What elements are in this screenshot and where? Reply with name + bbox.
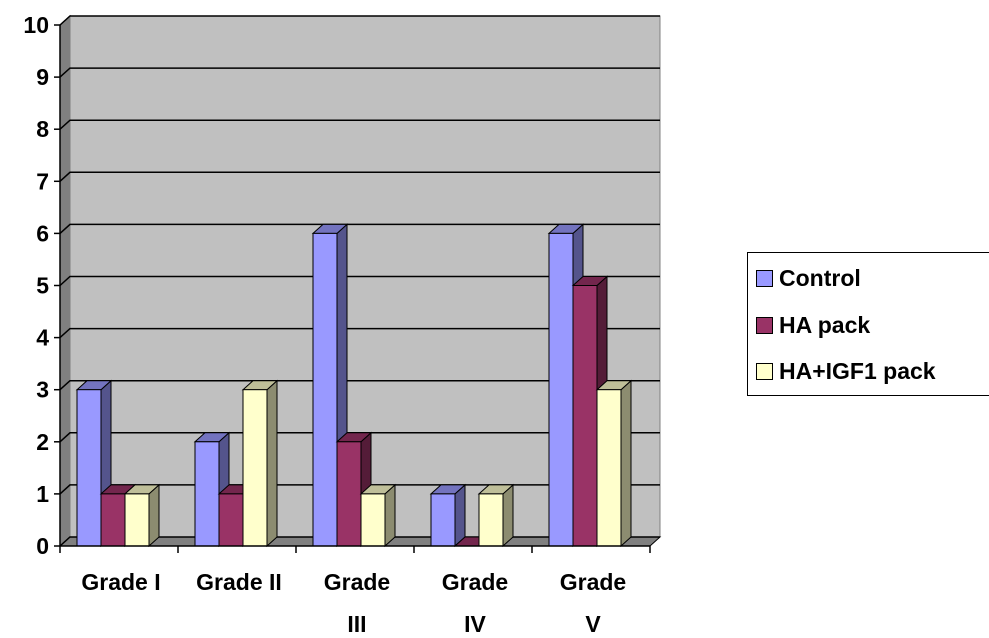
y-tick-label: 10 xyxy=(23,12,49,38)
y-tick-label: 3 xyxy=(36,377,49,403)
y-tick-label: 5 xyxy=(36,273,49,299)
bar xyxy=(477,483,515,548)
x-tick-label: V xyxy=(585,611,601,637)
legend-item-ha-pack: HA pack xyxy=(756,310,870,340)
gridline xyxy=(59,67,660,78)
x-tick-label: IV xyxy=(464,611,486,637)
legend-swatch-ha-igf1-pack xyxy=(756,362,773,380)
x-category-labels: Grade I Grade II Grade III Grade IV Grade V xyxy=(81,569,626,637)
gridline xyxy=(59,15,660,26)
y-tick-label: 6 xyxy=(36,220,49,246)
gridline xyxy=(59,171,660,182)
gridline xyxy=(59,379,660,391)
x-tick-label: Grade xyxy=(324,569,390,595)
bar xyxy=(241,379,279,548)
bar xyxy=(359,483,397,548)
legend-item-control: Control xyxy=(756,263,861,293)
x-tick-label: Grade xyxy=(442,569,508,595)
gridlines xyxy=(59,15,660,547)
y-tick-label: 8 xyxy=(36,116,49,142)
bars xyxy=(75,223,633,548)
gridline xyxy=(59,119,660,130)
x-tick-label: III xyxy=(347,611,366,637)
y-tick-label: 2 xyxy=(36,429,49,455)
legend-swatch-control xyxy=(756,269,773,287)
gridline xyxy=(59,432,660,443)
x-tick-label: Grade I xyxy=(81,569,160,595)
y-tick-label: 9 xyxy=(36,64,49,90)
legend-label-ha-igf1-pack: HA+IGF1 pack xyxy=(779,357,936,384)
legend-label-control: Control xyxy=(779,264,861,291)
gridline xyxy=(59,275,660,287)
legend: Control HA pack HA+IGF1 pack xyxy=(747,252,989,396)
y-tick-labels: 0 1 2 3 4 5 6 7 8 9 10 xyxy=(23,12,49,559)
bar xyxy=(595,379,633,548)
axes xyxy=(54,24,651,553)
legend-swatch-ha-pack xyxy=(756,316,773,334)
gridline xyxy=(59,223,660,234)
x-tick-label: Grade II xyxy=(196,569,282,595)
legend-label-ha-pack: HA pack xyxy=(779,311,871,338)
y-tick-label: 1 xyxy=(36,481,49,507)
gridline xyxy=(59,327,660,339)
y-tick-label: 4 xyxy=(36,325,49,351)
y-tick-label: 0 xyxy=(36,533,49,559)
bar xyxy=(429,483,467,548)
bar xyxy=(123,483,161,548)
legend-item-ha-igf1-pack: HA+IGF1 pack xyxy=(756,356,936,386)
x-tick-label: Grade xyxy=(560,569,626,595)
y-tick-label: 7 xyxy=(36,168,49,194)
